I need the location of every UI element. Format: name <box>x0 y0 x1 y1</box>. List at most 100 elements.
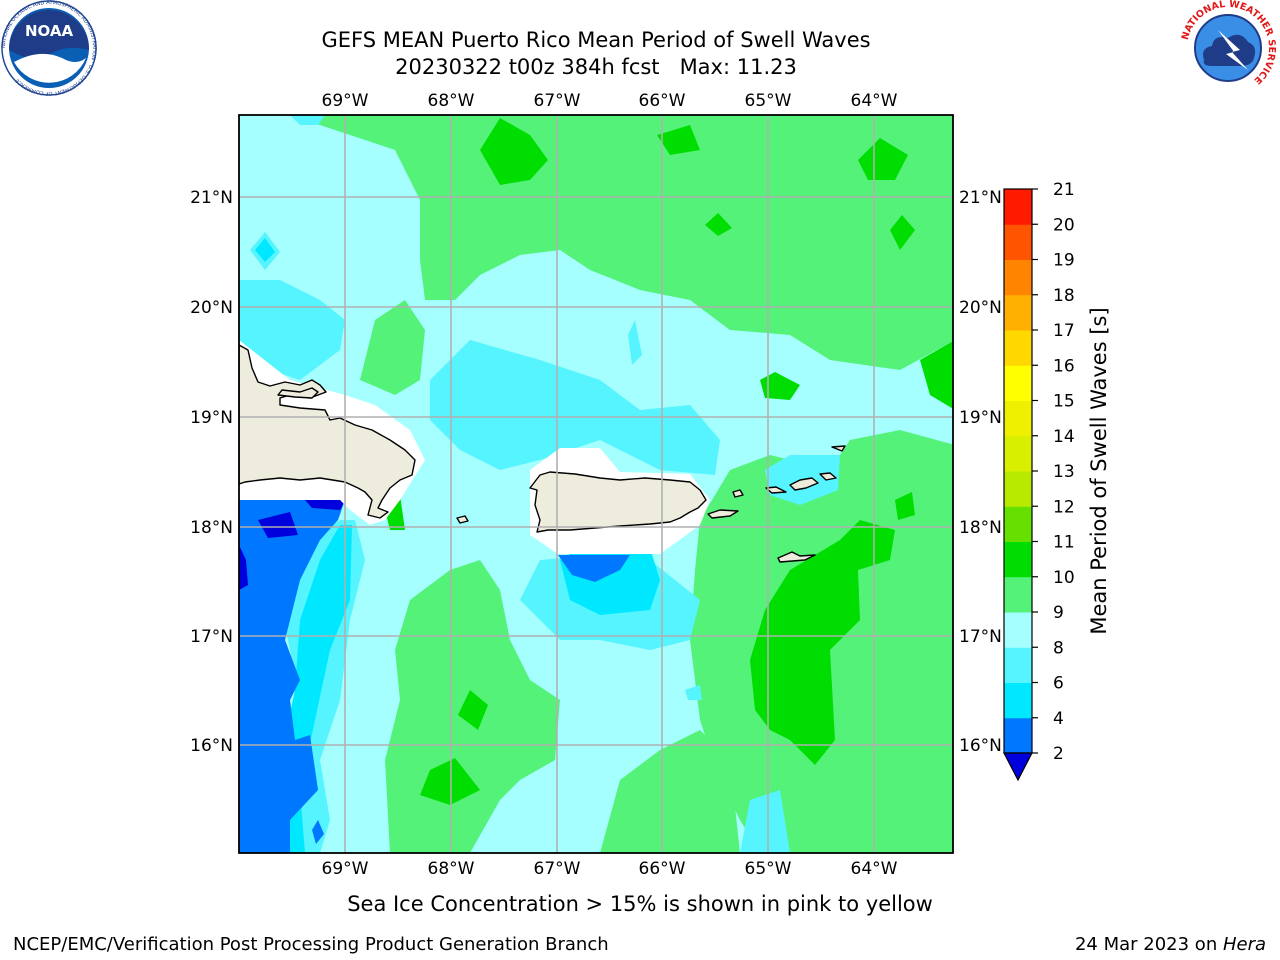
host-name: Hera <box>1223 934 1266 955</box>
colorbar-band <box>1004 294 1032 331</box>
lat-label-left-20n: 20°N <box>190 298 233 318</box>
lon-label-top-64w: 64°W <box>851 91 898 111</box>
lat-labels-left: 21°N 20°N 19°N 18°N 17°N 16°N <box>190 188 233 756</box>
colorbar-tick-label: 12 <box>1053 497 1075 517</box>
colorbar-bands <box>1004 189 1032 754</box>
lon-label-top-65w: 65°W <box>745 91 792 111</box>
map-subtitle: 20230322 t00z 384h fcst Max: 11.23 <box>395 55 797 79</box>
lat-label-right-19n: 19°N <box>959 408 1002 428</box>
lat-label-right-21n: 21°N <box>959 188 1002 208</box>
lon-label-bottom-65w: 65°W <box>745 859 792 879</box>
colorbar-tick-label: 14 <box>1053 427 1075 447</box>
colorbar-tick-label: 15 <box>1053 392 1075 412</box>
swell-zone-10-11-south-big <box>750 520 895 765</box>
lat-label-left-17n: 17°N <box>190 627 233 647</box>
colorbar-band <box>1004 400 1032 437</box>
swell-zone-2-4-b <box>239 545 248 590</box>
colorbar-tick-label: 17 <box>1053 321 1075 341</box>
swell-contours <box>239 115 953 853</box>
virgin-islands-b <box>789 477 819 491</box>
lon-label-bottom-67w: 67°W <box>534 859 581 879</box>
colorbar-tick-label: 4 <box>1053 709 1064 729</box>
colorbar-tick-label: 13 <box>1053 462 1075 482</box>
colorbar-under-arrow <box>1003 752 1033 782</box>
swell-zone-4-6-spot <box>312 820 324 844</box>
swell-zone-10-11-g <box>705 213 732 236</box>
map-title: GEFS MEAN Puerto Rico Mean Period of Swe… <box>321 28 870 52</box>
graticule <box>239 115 953 853</box>
swell-zone-10-11-f <box>890 215 915 250</box>
colorbar-band <box>1004 189 1032 225</box>
swell-zone-8-9-south-spot <box>685 685 702 700</box>
colorbar-tick-label: 2 <box>1053 744 1064 764</box>
noaa-logo-text: NOAA <box>25 22 74 40</box>
st-croix <box>777 551 816 563</box>
lon-labels-bottom: 69°W 68°W 67°W 66°W 65°W 64°W <box>322 859 898 879</box>
lon-label-top-68w: 68°W <box>428 91 475 111</box>
swell-zone-4-6-south-pr <box>558 555 630 582</box>
lat-label-right-17n: 17°N <box>959 627 1002 647</box>
colorbar-band <box>1004 330 1032 366</box>
colorbar-tick-label: 8 <box>1053 638 1064 658</box>
colorbar-ticks: 2 4 6 8 9 10 11 12 13 14 15 16 17 18 19 20 21 <box>1032 180 1075 764</box>
swell-zone-9-10-west <box>360 300 425 395</box>
colorbar-tick-label: 10 <box>1053 568 1075 588</box>
lon-label-top-67w: 67°W <box>534 91 581 111</box>
swell-zone-2-4-c <box>305 500 345 510</box>
credit-line: NCEP/EMC/Verification Post Processing Pr… <box>13 934 609 955</box>
lat-label-left-21n: 21°N <box>190 188 233 208</box>
lat-labels-right: 21°N 20°N 19°N 18°N 17°N 16°N <box>959 188 1002 756</box>
mona-island <box>456 515 469 524</box>
vieques <box>707 509 739 519</box>
swell-zone-8-9-south-edge <box>740 790 790 853</box>
colorbar-tick-label: 11 <box>1053 533 1075 553</box>
colorbar-band <box>1004 506 1032 542</box>
swell-zone-10-11-a <box>480 118 548 185</box>
colorbar-tick-label: 6 <box>1053 674 1064 694</box>
lon-label-bottom-69w: 69°W <box>322 859 369 879</box>
colorbar-band <box>1004 647 1032 683</box>
colorbar-tick-label: 20 <box>1053 215 1075 235</box>
lat-label-right-16n: 16°N <box>959 736 1002 756</box>
colorbar-tick-label: 18 <box>1053 286 1075 306</box>
hispaniola-peninsula-detail <box>277 387 319 399</box>
swell-zone-10-11-c <box>858 138 908 180</box>
hispaniola-land <box>239 344 416 519</box>
date-text: 24 Mar 2023 on <box>1075 934 1223 955</box>
colorbar-band <box>1004 541 1032 578</box>
lon-label-bottom-66w: 66°W <box>639 859 686 879</box>
colorbar-band <box>1004 471 1032 507</box>
swell-zone-10-11-k <box>385 495 405 530</box>
colorbar-tick-label: 16 <box>1053 356 1075 376</box>
lon-labels-top: 69°W 68°W 67°W 66°W 65°W 64°W <box>322 91 898 111</box>
sea-ice-note: Sea Ice Concentration > 15% is shown in … <box>347 892 933 916</box>
noaa-logo: NOAA NATIONAL OCEANIC AND ATMOSPHERIC AD… <box>1 0 97 96</box>
lat-label-right-20n: 20°N <box>959 298 1002 318</box>
colorbar-tick-label: 19 <box>1053 251 1075 271</box>
colorbar-band <box>1004 259 1032 296</box>
colorbar-band <box>1004 365 1032 401</box>
swell-zone-10-11-e <box>760 372 800 400</box>
lat-label-left-16n: 16°N <box>190 736 233 756</box>
colorbar-label: Mean Period of Swell Waves [s] <box>1087 307 1111 634</box>
swell-zone-8-9-west <box>239 280 345 380</box>
swell-zone-10-11-h <box>420 758 480 805</box>
colorbar-tick-label: 9 <box>1053 603 1064 623</box>
swell-zone-6-8-spot <box>255 238 275 262</box>
lon-label-top-69w: 69°W <box>322 91 369 111</box>
virgin-islands-c <box>819 472 837 481</box>
colorbar-tick-label: 21 <box>1053 180 1075 200</box>
swell-zone-10-11-j <box>895 492 915 520</box>
anegada <box>831 445 846 452</box>
lat-label-right-18n: 18°N <box>959 518 1002 538</box>
lon-label-bottom-64w: 64°W <box>851 859 898 879</box>
date-stamp: 24 Mar 2023 on Hera <box>1075 934 1266 955</box>
virgin-islands-a <box>765 486 787 494</box>
colorbar-band <box>1004 682 1032 719</box>
swell-zone-4-6-southwest <box>239 500 345 853</box>
nws-logo: NATIONAL WEATHER SERVICE <box>1180 0 1277 95</box>
map-panel <box>239 115 953 853</box>
colorbar-band <box>1004 612 1032 648</box>
swell-zone-9-10-southeast <box>600 730 740 853</box>
colorbar-band <box>1004 224 1032 260</box>
